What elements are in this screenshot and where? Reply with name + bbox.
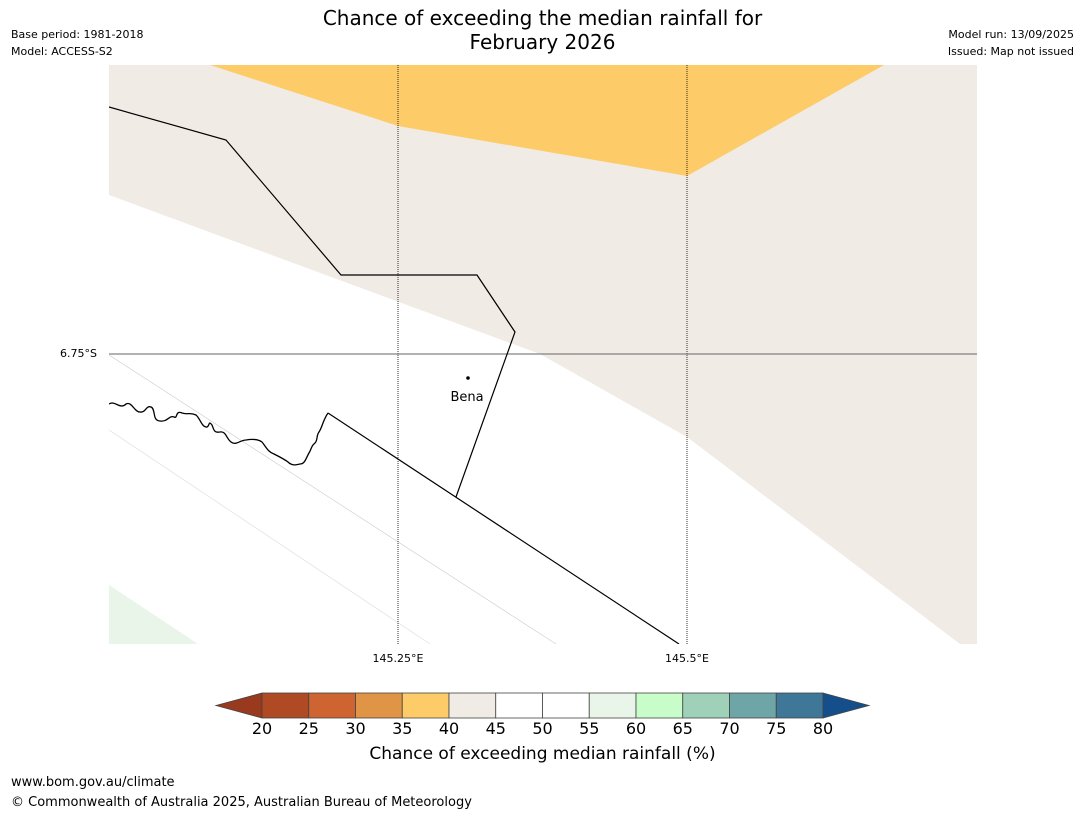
province-boundary [109,106,516,498]
latitude-label: 6.75°S [60,347,97,360]
region-55-60 [109,585,198,644]
meta-left: Base period: 1981-2018 Model: ACCESS-S2 [11,26,143,60]
coastline [109,402,329,466]
colorbar-tick-label: 75 [766,719,787,738]
model-text: Model: ACCESS-S2 [11,45,113,58]
colorbar-tick-label: 45 [485,719,506,738]
map-title: Chance of exceeding the median rainfall … [0,6,1085,54]
colorbar-tick-label: 40 [438,719,460,738]
bena-marker [466,376,470,380]
meta-right: Model run: 13/09/2025 Issued: Map not is… [948,26,1074,60]
colorbar-tick-label: 50 [532,719,553,738]
title-line-1: Chance of exceeding the median rainfall … [322,6,763,30]
model-run-text: Model run: 13/09/2025 [948,28,1074,41]
colorbar-tick-label: 25 [298,719,319,738]
colorbar-tick-label: 70 [719,719,740,738]
faint-contour-line-2 [109,429,431,644]
colorbar-label: Chance of exceeding median rainfall (%) [369,744,716,764]
longitude-label-145-25: 145.25°E [372,652,424,665]
footer-url: www.bom.gov.au/climate [11,775,175,790]
base-period-text: Base period: 1981-2018 [11,28,144,41]
province-boundary-south [327,412,680,644]
colorbar-tick-label: 65 [672,719,693,738]
colorbar-tick-label: 80 [812,719,834,738]
footer-copyright: © Commonwealth of Australia 2025, Austra… [11,795,472,810]
faint-contour-line-1 [109,354,557,644]
colorbar-tick-label: 60 [625,719,647,738]
issued-text: Issued: Map not issued [947,45,1074,58]
bena-label: Bena [450,390,483,405]
colorbar-tick-label: 30 [345,719,366,738]
colorbar-tick-label: 35 [392,719,413,738]
longitude-label-145-5: 145.5°E [665,652,709,665]
region-35-40 [210,65,884,176]
colorbar-tick-label: 55 [579,719,600,738]
colorbar-tick-label: 20 [251,719,273,738]
title-line-2: February 2026 [469,30,616,54]
